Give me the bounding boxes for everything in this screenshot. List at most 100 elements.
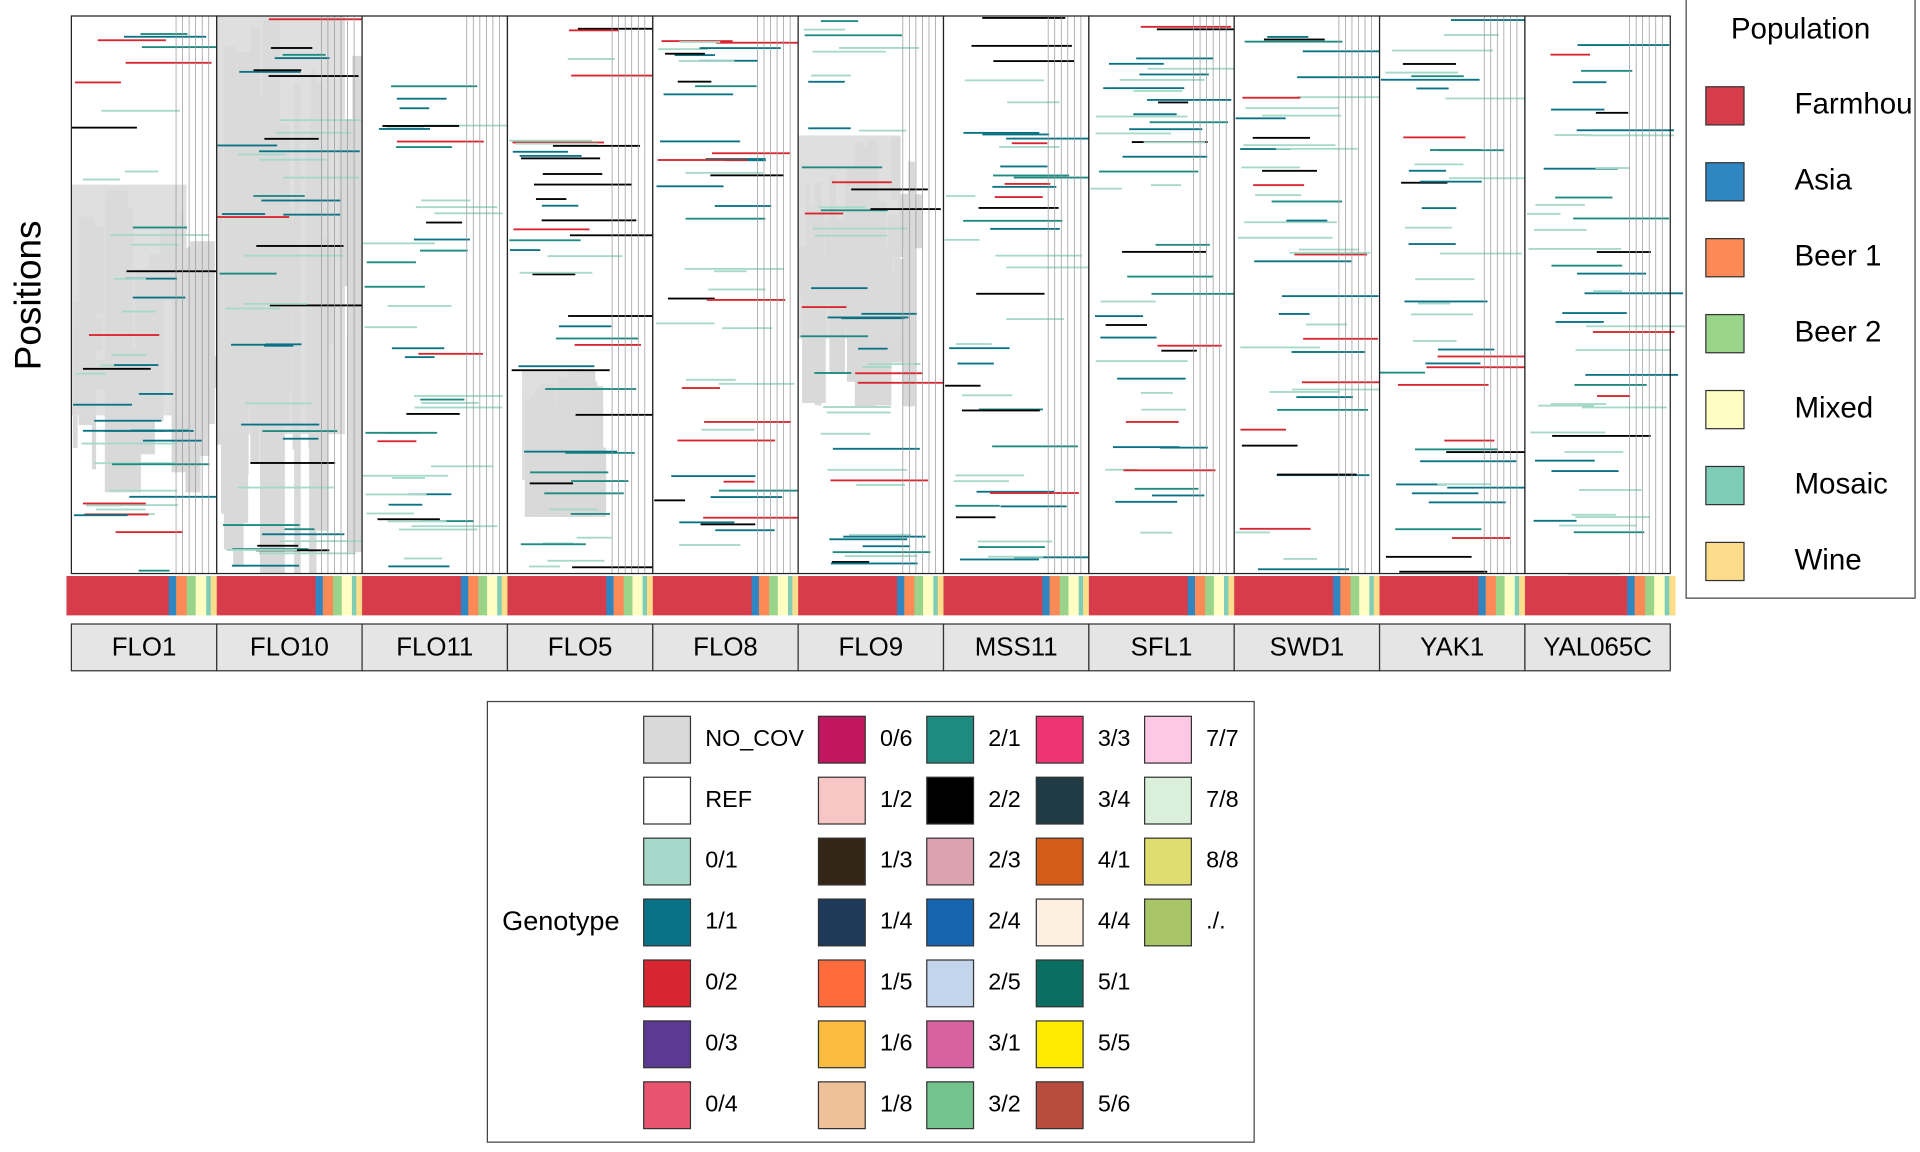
heatmap-cell <box>659 140 741 143</box>
population-annotation <box>1205 576 1215 616</box>
heatmap-cell <box>1269 391 1340 393</box>
heatmap-cell <box>1141 408 1187 411</box>
heatmap-cell <box>1117 377 1186 380</box>
population-annotation <box>487 576 498 616</box>
heatmap-cell <box>1555 196 1613 199</box>
heatmap-cell <box>722 327 773 330</box>
heatmap-cell <box>839 47 920 49</box>
heatmap-cell <box>1451 537 1511 539</box>
heatmap-cell <box>1447 486 1541 489</box>
heatmap-cell <box>1255 194 1302 197</box>
legend-label: 2/5 <box>988 969 1021 995</box>
heatmap-cell <box>1399 570 1488 573</box>
heatmap-cell <box>1401 181 1448 184</box>
heatmap-cell <box>1147 67 1238 70</box>
population-annotation <box>632 576 643 616</box>
heatmap-cell <box>398 528 478 531</box>
heatmap-cell <box>1421 207 1457 210</box>
heatmap-cell <box>1585 373 1679 376</box>
population-annotation <box>1068 576 1080 616</box>
heatmap-cell <box>832 551 931 554</box>
legend-swatch <box>1035 959 1084 1008</box>
heatmap-cell <box>1551 264 1623 267</box>
heatmap-cell <box>803 28 846 31</box>
heatmap-cell <box>528 565 561 568</box>
heatmap-cell <box>993 174 1070 177</box>
heatmap-cell <box>1133 113 1177 116</box>
heatmap-cell <box>1438 348 1495 351</box>
population-annotation <box>798 576 898 616</box>
heatmap-cell <box>1271 200 1343 203</box>
population-annotation <box>1524 576 1628 616</box>
heatmap-cell <box>123 35 207 38</box>
heatmap-cell <box>88 334 160 336</box>
heatmap-cell <box>1252 136 1311 139</box>
heatmap-cell <box>1239 527 1311 530</box>
heatmap-cell <box>396 97 447 100</box>
legend-swatch <box>1035 1020 1084 1069</box>
heatmap-cell <box>1298 248 1359 251</box>
heatmap-cell <box>406 413 460 415</box>
heatmap-cell <box>575 413 656 416</box>
legend-label: 8/8 <box>1206 847 1239 873</box>
heatmap-cell <box>569 234 659 237</box>
heatmap-cell <box>1125 420 1179 423</box>
heatmap-cell <box>364 285 425 288</box>
heatmap-cell <box>843 535 926 538</box>
heatmap-cell <box>1011 142 1048 145</box>
heatmap-cell <box>1534 228 1587 231</box>
heatmap-cell <box>826 411 891 414</box>
legend-swatch <box>643 898 692 947</box>
heatmap-cell <box>677 439 776 442</box>
heatmap-cell <box>1417 302 1451 305</box>
heatmap-cell <box>568 315 658 317</box>
heatmap-cell <box>414 406 503 409</box>
heatmap-cell <box>961 409 1040 412</box>
heatmap-cell <box>1103 87 1185 90</box>
heatmap-cell <box>237 486 334 489</box>
heatmap-cell <box>518 365 595 368</box>
heatmap-cell <box>509 239 581 242</box>
strip-label: FLO1 <box>112 633 177 661</box>
population-annotation <box>216 576 316 616</box>
heatmap-cell <box>377 440 417 443</box>
heatmap-cell <box>1286 219 1328 222</box>
heatmap-cell <box>718 382 795 385</box>
heatmap-cell <box>1581 406 1667 409</box>
heatmap-cell <box>253 195 305 197</box>
heatmap-cell <box>812 50 886 53</box>
heatmap-cell <box>404 356 435 359</box>
heatmap-panel <box>1088 15 1258 575</box>
heatmap-cell <box>269 304 369 307</box>
heatmap-cell <box>395 146 453 148</box>
heatmap-cell <box>1408 243 1456 245</box>
heatmap-cell <box>945 384 981 387</box>
population-annotation <box>1379 576 1479 616</box>
population-annotation <box>904 576 915 616</box>
heatmap-cell <box>1158 101 1189 104</box>
heatmap-cell <box>674 54 715 57</box>
population-annotation <box>1664 576 1670 616</box>
heatmap-cell <box>377 518 440 521</box>
heatmap-cell <box>82 178 121 181</box>
heatmap-cell <box>830 479 929 482</box>
heatmap-cell <box>855 372 923 375</box>
heatmap-cell <box>142 439 202 442</box>
heatmap-cell <box>1575 349 1671 351</box>
heatmap-cell <box>415 206 498 209</box>
heatmap-cell <box>679 521 735 524</box>
heatmap-cell <box>976 292 1045 295</box>
legend-swatch <box>1035 715 1084 764</box>
heatmap-cell <box>283 213 341 216</box>
heatmap-cell <box>1007 101 1060 104</box>
heatmap-cell <box>684 267 784 270</box>
legend-label: 2/1 <box>988 725 1021 751</box>
heatmap-cell <box>1410 313 1473 316</box>
heatmap-cell <box>1552 434 1651 437</box>
heatmap-cell <box>1129 128 1203 131</box>
legend-swatch <box>926 837 975 886</box>
heatmap-cell <box>253 69 302 72</box>
heatmap-cell <box>1380 78 1480 81</box>
heatmap-cell <box>101 109 180 112</box>
population-annotation <box>1194 576 1206 616</box>
